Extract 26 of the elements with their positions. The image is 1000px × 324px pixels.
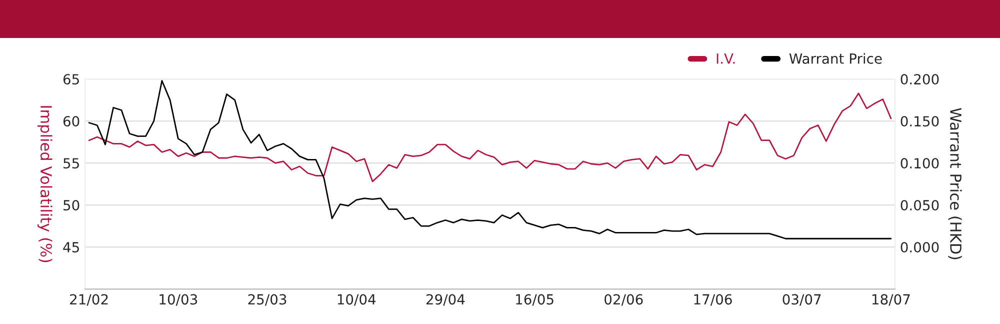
y-tick-label: 45 (63, 242, 79, 252)
y2-axis-title: Warrant Price (HKD) (948, 108, 962, 260)
y2-tick-label: 0.100 (900, 158, 939, 169)
y-tick-label: 65 (63, 74, 79, 85)
x-tick-label: 29/04 (426, 294, 465, 306)
y-tick-label: 55 (64, 158, 79, 169)
y-axis-title: Implied Volatility (%) (37, 106, 52, 262)
x-tick-label: 18/07 (872, 294, 910, 306)
y-tick-label: 50 (64, 200, 80, 210)
x-tick-label: 02/06 (604, 294, 643, 306)
x-tick-label: 10/04 (338, 294, 376, 306)
x-tick-label: 03/07 (782, 294, 821, 306)
y-tick-label: 60 (63, 116, 80, 127)
legend-label: Warrant Price (789, 53, 882, 64)
legend-label: I.V. (716, 54, 735, 64)
y2-tick-label: 0.000 (900, 242, 939, 252)
x-tick-label: 21/02 (70, 294, 108, 306)
x-tick-label: 10/03 (160, 294, 198, 306)
line-series (88, 80, 892, 240)
y2-tick-label: 0.050 (900, 200, 939, 210)
x-tick-label: 25/03 (248, 294, 286, 306)
x-tick-label: 16/05 (516, 294, 554, 306)
y2-tick-label: 0.200 (900, 74, 939, 85)
x-tick-label: 17/06 (694, 294, 732, 306)
y2-tick-label: 0.150 (900, 116, 939, 127)
line-series (88, 92, 892, 182)
